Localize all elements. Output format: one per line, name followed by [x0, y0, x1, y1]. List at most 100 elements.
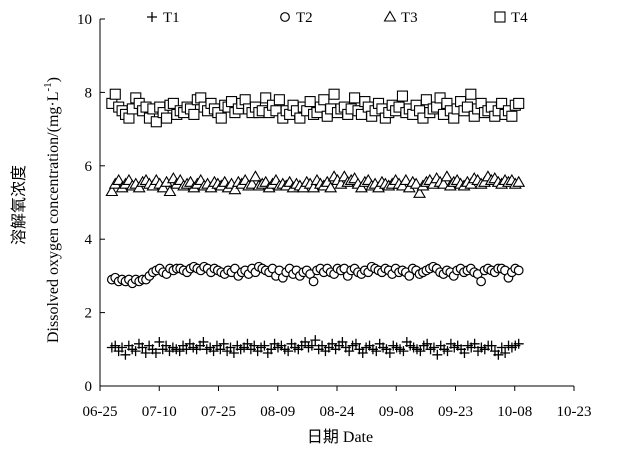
point-t1 — [357, 347, 368, 358]
point-t4 — [294, 112, 306, 124]
point-t2 — [308, 276, 319, 287]
point-t1 — [310, 335, 321, 346]
point-t1 — [154, 336, 165, 347]
point-t1 — [249, 340, 260, 351]
point-t4 — [167, 97, 179, 109]
point-t1 — [161, 340, 172, 351]
point-t3 — [163, 184, 177, 197]
point-t4 — [318, 94, 330, 106]
y-tick-label: 8 — [85, 85, 93, 101]
y-tick-label: 2 — [85, 306, 93, 322]
point-t1 — [317, 340, 328, 351]
legend-marker-t3 — [383, 10, 397, 22]
x-tick-label: 08-24 — [320, 404, 355, 420]
point-t1 — [198, 336, 209, 347]
point-t1 — [266, 344, 277, 355]
point-t1 — [208, 346, 219, 357]
point-t3 — [354, 181, 368, 193]
legend-label-t3: T3 — [401, 10, 418, 26]
point-t1 — [117, 342, 128, 353]
plot-area — [105, 88, 526, 360]
legend-label-t4: T4 — [511, 10, 528, 26]
y-axis-title: Dissolved oxygen concentration/(mg·L-1) — [42, 77, 62, 343]
legend-label-t2: T2 — [296, 10, 313, 26]
point-t1 — [110, 340, 121, 351]
point-t1 — [327, 338, 338, 349]
point-t4 — [215, 112, 227, 124]
point-t3 — [399, 173, 413, 186]
x-tick-label: 10-23 — [557, 404, 592, 420]
y-axis-title-en: Dissolved oxygen concentration/(mg·L — [45, 92, 62, 344]
point-t1 — [428, 342, 439, 353]
legend: T1 T2 T3 T4 — [147, 10, 528, 26]
y-tick-label: 0 — [85, 379, 93, 395]
point-t1 — [344, 346, 355, 357]
point-t2 — [476, 276, 486, 287]
y-tick-label: 10 — [77, 12, 92, 28]
point-t4 — [328, 88, 340, 100]
point-t4 — [109, 88, 121, 100]
point-t1 — [486, 340, 497, 351]
point-t4 — [448, 112, 460, 124]
point-t3 — [248, 170, 262, 182]
point-t3 — [409, 177, 423, 189]
point-t4 — [506, 110, 518, 122]
point-t1 — [259, 340, 270, 351]
point-t4 — [513, 97, 525, 109]
point-t3 — [512, 175, 526, 187]
point-t4 — [349, 92, 361, 104]
point-t1 — [493, 349, 504, 360]
legend-label-t1: T1 — [163, 10, 180, 26]
point-t3 — [437, 177, 450, 189]
point-t1 — [422, 338, 433, 349]
legend-marker-t4 — [494, 11, 506, 23]
series-T3 — [105, 170, 526, 198]
point-t4 — [273, 94, 285, 106]
point-t1 — [120, 349, 131, 360]
point-t3 — [324, 181, 338, 193]
point-t4 — [465, 88, 477, 100]
x-ticks: 06-25 07-10 07-25 08-09 08-24 09-08 09-23 10-08… — [83, 386, 592, 420]
series-T4 — [106, 88, 525, 128]
point-t1 — [137, 342, 148, 353]
point-t1 — [140, 347, 151, 358]
point-t4 — [496, 97, 508, 109]
point-t4 — [461, 101, 473, 113]
point-t1 — [513, 338, 524, 349]
point-t1 — [384, 347, 395, 358]
point-t4 — [239, 94, 251, 106]
point-t1 — [500, 347, 511, 358]
point-t1 — [432, 349, 443, 360]
point-t4 — [420, 94, 432, 106]
point-t1 — [150, 347, 161, 358]
svg-text:Dissolved oxygen concentration: Dissolved oxygen concentration/(mg·L-1) — [42, 77, 62, 343]
point-t4 — [150, 116, 162, 128]
point-t1 — [415, 346, 426, 357]
point-t1 — [174, 346, 185, 357]
point-t1 — [398, 346, 409, 357]
point-t1 — [306, 340, 317, 351]
point-t3 — [228, 183, 242, 195]
point-t3 — [413, 186, 427, 198]
x-tick-label: 07-25 — [201, 404, 236, 420]
point-t4 — [260, 92, 272, 104]
point-t3 — [132, 181, 146, 193]
series-T2 — [106, 261, 524, 289]
x-tick-label: 10-08 — [497, 404, 532, 420]
y-tick-label: 6 — [85, 159, 93, 175]
point-t1 — [181, 344, 192, 355]
point-t4 — [304, 96, 316, 108]
point-t3 — [105, 184, 119, 197]
y-axis-title-close: ) — [45, 77, 62, 82]
point-t1 — [469, 338, 480, 349]
point-t4 — [195, 92, 207, 104]
y-axis-title-sup: -1 — [42, 82, 54, 91]
point-t1 — [228, 347, 239, 358]
y-ticks: 0 2 4 6 8 10 — [77, 12, 105, 395]
axes: 0 2 4 6 8 10 06-25 07-10 07-25 08-09 08-24 09-08 09… — [77, 12, 592, 420]
point-t1 — [442, 346, 453, 357]
point-t4 — [188, 108, 200, 120]
point-t1 — [130, 346, 141, 357]
x-axis-title: 日期 Date — [307, 428, 373, 446]
